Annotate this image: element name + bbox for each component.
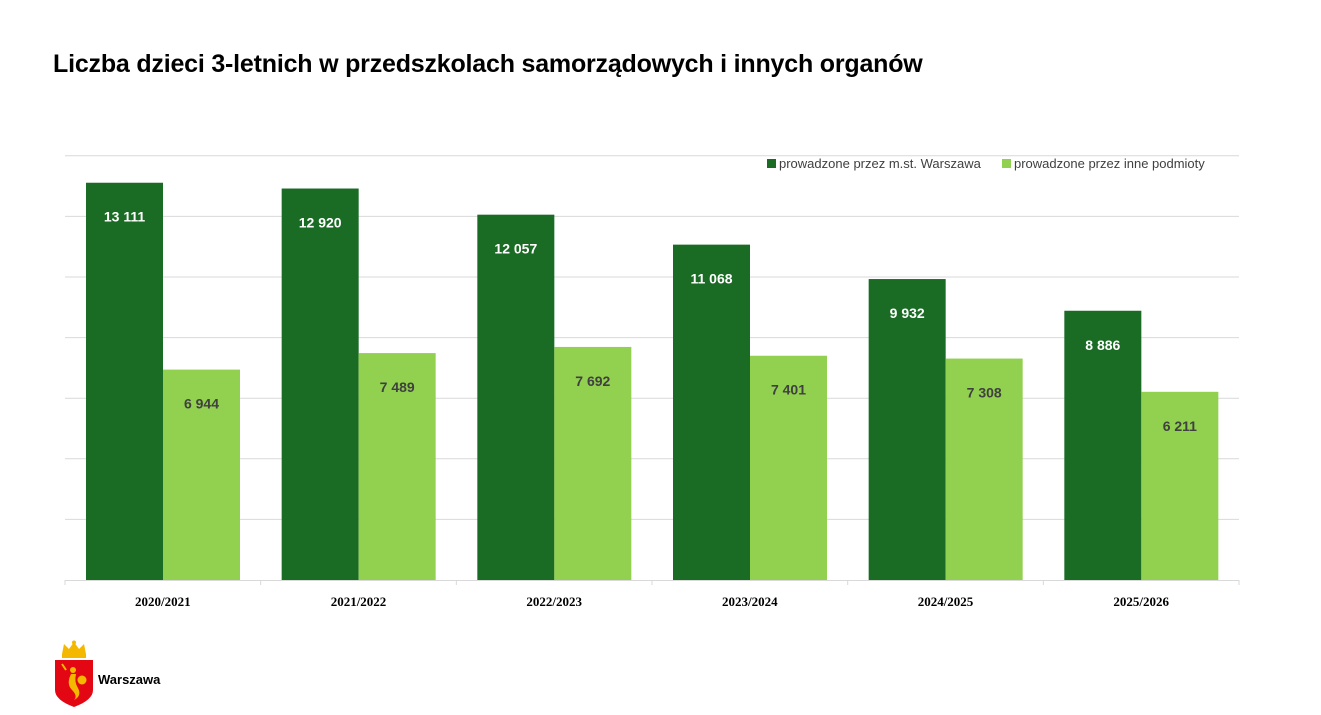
bar-warszawa: [477, 214, 555, 580]
logo-text: Warszawa: [98, 672, 161, 687]
x-axis: 2020/2021 2021/2022 2022/2023 2023/2024 2024…: [64, 580, 1240, 609]
x-tick-label: 2024/2025: [918, 594, 974, 609]
gridlines: [65, 155, 1239, 520]
data-label: 8 886: [1085, 337, 1120, 353]
data-label: 11 068: [690, 271, 732, 287]
bar-inne: [1141, 391, 1219, 580]
legend: prowadzone przez m.st. Warszawa prowadzo…: [767, 156, 1205, 171]
bar-warszawa: [1064, 310, 1142, 580]
x-tick-label: 2025/2026: [1113, 594, 1169, 609]
bar-warszawa: [281, 188, 359, 581]
data-label: 6 211: [1163, 418, 1197, 434]
legend-swatch-inne: [1002, 159, 1011, 168]
chart-title: Liczba dzieci 3-letnich w przedszkolach …: [53, 50, 923, 78]
data-label: 9 932: [890, 305, 925, 321]
bar-inne: [945, 358, 1023, 580]
legend-swatch-warszawa: [767, 159, 776, 168]
x-tick-label: 2021/2022: [331, 594, 387, 609]
data-label: 6 944: [184, 396, 219, 412]
bar-inne: [163, 369, 240, 580]
legend-label-inne: prowadzone przez inne podmioty: [1014, 156, 1205, 171]
data-label: 7 692: [575, 373, 610, 389]
bars: 13 111 6 944 12 920 7 489 12 057 7 692 11 068 7…: [86, 182, 1219, 581]
bar-warszawa: [86, 182, 163, 580]
bar-inne: [554, 346, 632, 580]
data-label: 7 489: [380, 379, 415, 395]
data-label: 12 057: [494, 241, 537, 257]
x-tick-label: 2023/2024: [722, 594, 778, 609]
data-label: 12 920: [299, 215, 342, 231]
bar-inne: [750, 355, 827, 580]
data-label: 7 401: [771, 382, 806, 398]
legend-label-warszawa: prowadzone przez m.st. Warszawa: [779, 156, 982, 171]
bar-warszawa: [868, 279, 946, 580]
data-label: 7 308: [967, 385, 1002, 401]
x-tick-label: 2022/2023: [526, 594, 582, 609]
data-label: 13 111: [104, 209, 145, 225]
warszawa-coat-of-arms-icon: [55, 640, 93, 707]
bar-warszawa: [673, 244, 750, 581]
x-tick-label: 2020/2021: [135, 594, 191, 609]
bar-inne: [358, 353, 436, 580]
